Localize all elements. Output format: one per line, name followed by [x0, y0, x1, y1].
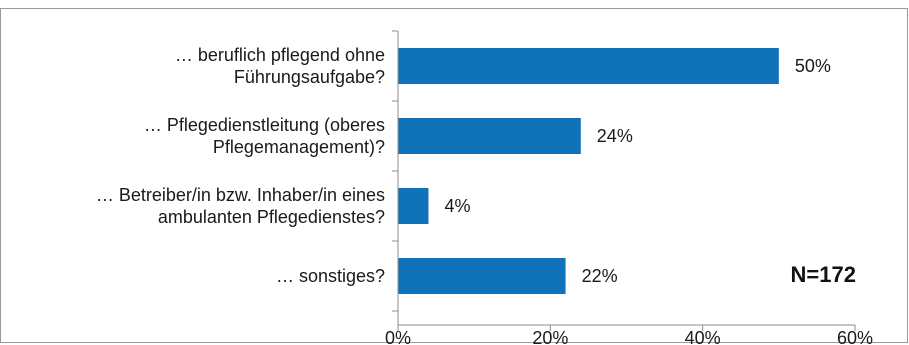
bar — [398, 258, 566, 294]
bar-value-label: 24% — [597, 126, 633, 146]
x-tick-label: 0% — [385, 328, 411, 345]
bar — [398, 48, 779, 84]
category-label: … sonstiges? — [276, 266, 385, 286]
x-tick-label: 40% — [685, 328, 721, 345]
category-label: … Betreiber/in bzw. Inhaber/in eines ambu… — [96, 185, 385, 227]
bar-value-label: 50% — [795, 56, 831, 76]
category-label: … beruflich pflegend ohne Führungsaufgabe… — [175, 45, 385, 87]
x-tick-label: 20% — [532, 328, 568, 345]
chart-frame — [0, 8, 908, 343]
x-tick-label: 60% — [837, 328, 873, 345]
bar-value-label: 22% — [582, 266, 618, 286]
sample-size-annotation: N=172 — [791, 262, 856, 287]
bar-value-label: 4% — [444, 196, 470, 216]
bar — [398, 188, 429, 224]
category-label: … Pflegedienstleitung (oberes Pflegemanag… — [144, 115, 385, 157]
bar — [398, 118, 581, 154]
